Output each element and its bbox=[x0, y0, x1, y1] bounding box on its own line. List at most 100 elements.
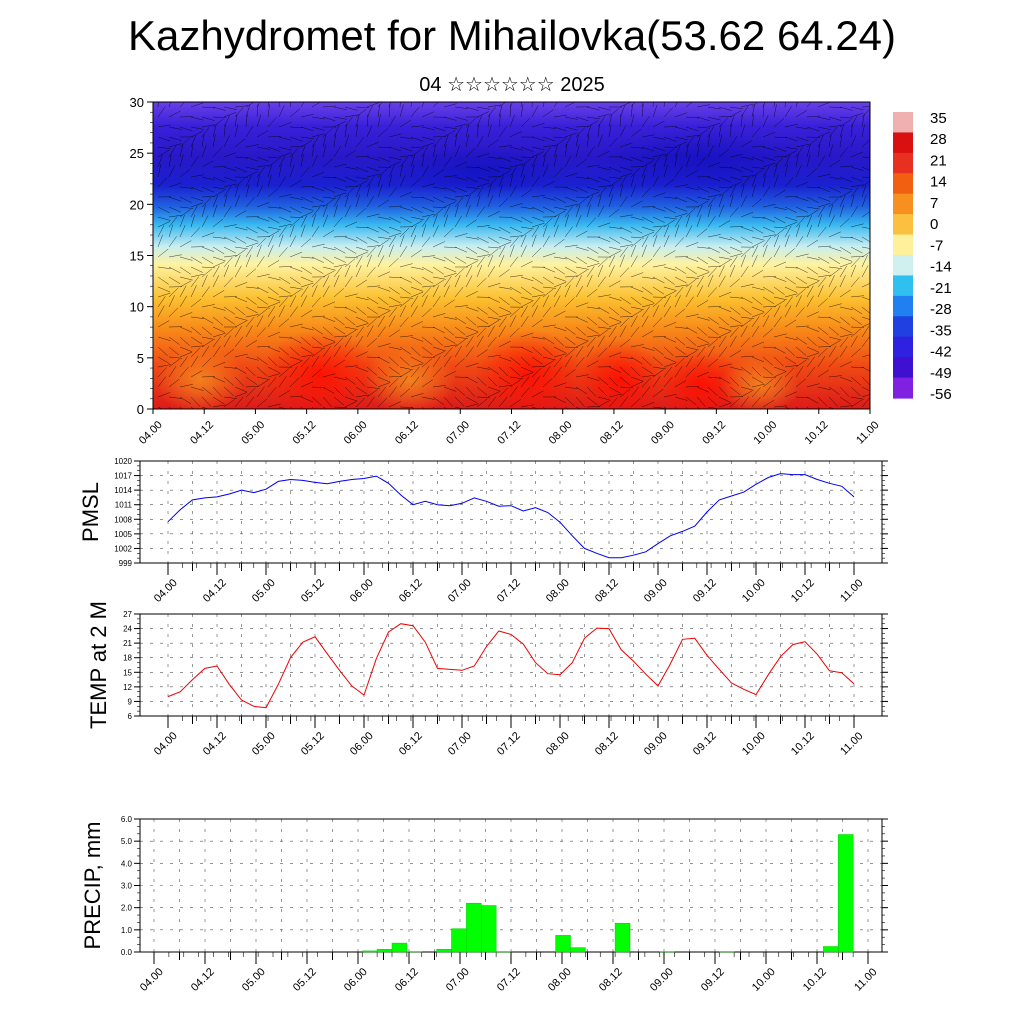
wind-barb bbox=[630, 309, 643, 318]
wind-barb bbox=[201, 286, 210, 298]
wind-barb bbox=[421, 102, 425, 108]
wind-barb bbox=[718, 386, 728, 397]
x-tick-label: 05.00 bbox=[240, 966, 268, 994]
wind-barb bbox=[663, 346, 674, 357]
x-tick-label: 07.00 bbox=[446, 730, 474, 758]
wind-barb bbox=[828, 186, 841, 193]
wind-barb bbox=[597, 113, 611, 118]
x-tick-label: 04.00 bbox=[137, 419, 165, 447]
wind-barb bbox=[201, 316, 214, 324]
wind-barb bbox=[311, 196, 324, 203]
wind-barb bbox=[234, 138, 246, 148]
wind-barb bbox=[212, 386, 222, 397]
wind-barb bbox=[465, 376, 478, 384]
wind-barb bbox=[443, 276, 452, 288]
wind-barb bbox=[784, 346, 795, 356]
wind-barb bbox=[718, 259, 731, 268]
wind-barb bbox=[443, 299, 455, 308]
wind-barb bbox=[333, 386, 344, 397]
wind-barb bbox=[201, 336, 215, 340]
wind-barb bbox=[410, 164, 415, 178]
wind-barb bbox=[839, 316, 851, 326]
heatmap-cell bbox=[260, 330, 380, 409]
wind-barb bbox=[377, 366, 388, 377]
wind-barb bbox=[432, 256, 446, 262]
wind-barb bbox=[553, 210, 566, 218]
wind-barb bbox=[333, 134, 336, 148]
wind-barb bbox=[586, 106, 600, 111]
wind-barb bbox=[487, 184, 492, 198]
wind-barb bbox=[289, 216, 304, 218]
wind-barb bbox=[652, 346, 664, 355]
x-tick-label: 06.00 bbox=[348, 730, 376, 758]
wind-barb bbox=[212, 261, 226, 268]
wind-barb bbox=[311, 386, 326, 389]
wind-barb bbox=[179, 351, 193, 358]
precip-bar bbox=[823, 946, 839, 953]
wind-barb bbox=[267, 305, 276, 318]
wind-barb bbox=[212, 396, 225, 405]
wind-barb bbox=[850, 135, 857, 148]
wind-barb bbox=[333, 345, 342, 358]
wind-barb bbox=[465, 186, 479, 189]
wind-barb bbox=[762, 216, 776, 223]
wind-barb bbox=[773, 228, 785, 238]
wind-barb bbox=[388, 377, 399, 388]
wind-barb bbox=[487, 336, 497, 348]
x-tick-label: 08.00 bbox=[544, 730, 572, 758]
wind-barb bbox=[168, 254, 182, 258]
wind-barb bbox=[399, 104, 404, 118]
wind-barb bbox=[366, 389, 378, 398]
wind-barb bbox=[190, 144, 194, 158]
wind-barb bbox=[652, 305, 660, 318]
wind-barb bbox=[718, 186, 733, 189]
wind-barb bbox=[388, 386, 397, 398]
wind-barb bbox=[190, 326, 202, 336]
wind-barb bbox=[289, 108, 301, 118]
wind-barb bbox=[575, 246, 589, 251]
wind-barb bbox=[828, 275, 835, 288]
wind-barb bbox=[179, 285, 187, 298]
wind-barb bbox=[751, 316, 760, 328]
wind-barb bbox=[586, 345, 595, 358]
wind-barb bbox=[289, 295, 297, 308]
wind-barb bbox=[564, 196, 578, 203]
wind-barb bbox=[168, 287, 179, 298]
wind-barb bbox=[344, 134, 350, 148]
wind-barb bbox=[256, 327, 267, 338]
wind-barb bbox=[652, 406, 666, 409]
wind-barb bbox=[553, 356, 563, 368]
wind-barb bbox=[432, 241, 445, 248]
wind-barb bbox=[256, 244, 262, 258]
wind-barb bbox=[399, 335, 413, 338]
wind-barb bbox=[641, 366, 654, 375]
y-axis: 0.01.02.03.04.05.06.0 bbox=[121, 815, 888, 957]
wind-barb bbox=[355, 296, 369, 301]
wind-barb bbox=[762, 132, 776, 138]
wind-barb bbox=[520, 376, 530, 388]
wind-barb bbox=[487, 114, 490, 128]
wind-barb bbox=[476, 185, 484, 198]
wind-barb bbox=[641, 356, 652, 367]
wind-barb bbox=[355, 194, 360, 208]
wind-barb bbox=[399, 245, 408, 258]
wind-barb bbox=[256, 366, 267, 376]
y-tick-label: 27 bbox=[123, 610, 132, 619]
wind-barb bbox=[465, 291, 478, 298]
wind-barb bbox=[696, 246, 710, 249]
wind-barb bbox=[223, 246, 236, 254]
wind-barb bbox=[256, 376, 270, 380]
wind-barb bbox=[157, 248, 169, 258]
wind-barb bbox=[707, 125, 715, 138]
wind-barb bbox=[201, 357, 212, 368]
wind-barb bbox=[344, 264, 351, 278]
wind-barb bbox=[806, 383, 820, 388]
wind-barb bbox=[487, 396, 497, 408]
wind-barb bbox=[322, 246, 336, 251]
wind-barb bbox=[663, 276, 675, 285]
wind-barb bbox=[289, 218, 300, 228]
wind-barb bbox=[553, 276, 567, 282]
wind-barb bbox=[608, 336, 617, 348]
wind-barb bbox=[201, 304, 215, 308]
